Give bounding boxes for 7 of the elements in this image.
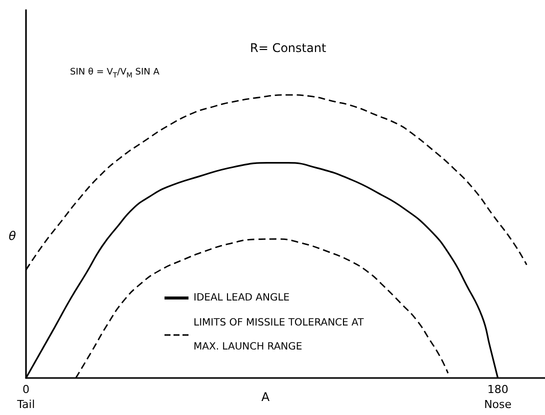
x-axis-title: A xyxy=(261,390,270,404)
x-tick-label: 0 Tail xyxy=(16,383,35,411)
legend-label: IDEAL LEAD ANGLE xyxy=(194,292,290,304)
y-axis-title: θ xyxy=(8,229,17,243)
x-tick-label: 180 Nose xyxy=(484,383,512,411)
text: LIMITS OF MISSILE TOLERANCE AT MAX. LAUNCH RANGE xyxy=(194,318,364,352)
chart-title: R= Constant xyxy=(250,41,326,55)
